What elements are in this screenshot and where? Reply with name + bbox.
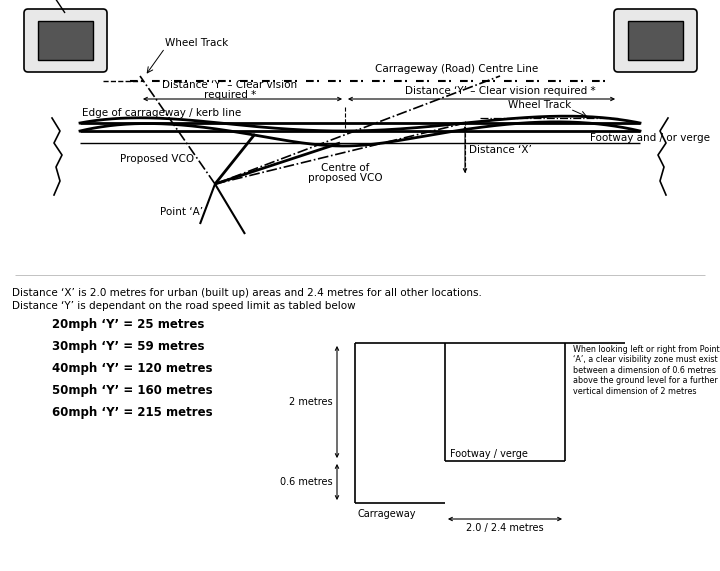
FancyBboxPatch shape bbox=[24, 9, 107, 72]
Text: Distance ‘Y’ is dependant on the road speed limit as tabled below: Distance ‘Y’ is dependant on the road sp… bbox=[12, 301, 356, 311]
Text: Carrageway: Carrageway bbox=[357, 509, 415, 519]
Text: Distance ‘X’ is 2.0 metres for urban (built up) areas and 2.4 metres for all oth: Distance ‘X’ is 2.0 metres for urban (bu… bbox=[12, 288, 482, 298]
FancyBboxPatch shape bbox=[614, 9, 697, 72]
Bar bbox=[38, 21, 93, 60]
Text: Centre of: Centre of bbox=[321, 163, 369, 173]
Text: Distance ‘Y’ – Clear vision: Distance ‘Y’ – Clear vision bbox=[163, 80, 297, 90]
Text: Footway and / or verge: Footway and / or verge bbox=[590, 133, 710, 143]
Text: 2.0 / 2.4 metres: 2.0 / 2.4 metres bbox=[466, 523, 544, 533]
Text: Wheel Track: Wheel Track bbox=[508, 100, 571, 110]
Text: 40mph ‘Y’ = 120 metres: 40mph ‘Y’ = 120 metres bbox=[52, 362, 212, 375]
Text: 20mph ‘Y’ = 25 metres: 20mph ‘Y’ = 25 metres bbox=[52, 318, 204, 331]
Text: Wheel Track: Wheel Track bbox=[165, 38, 228, 48]
Text: Footway / verge: Footway / verge bbox=[450, 449, 528, 459]
Text: 60mph ‘Y’ = 215 metres: 60mph ‘Y’ = 215 metres bbox=[52, 406, 212, 419]
Text: required *: required * bbox=[204, 90, 256, 100]
Text: Point ‘A’: Point ‘A’ bbox=[160, 207, 203, 217]
Text: When looking left or right from Point
‘A’, a clear visibility zone must exist
be: When looking left or right from Point ‘A… bbox=[573, 345, 719, 396]
Text: 2 metres: 2 metres bbox=[289, 397, 333, 407]
Text: proposed VCO: proposed VCO bbox=[307, 173, 382, 183]
Bar bbox=[628, 21, 683, 60]
Text: 30mph ‘Y’ = 59 metres: 30mph ‘Y’ = 59 metres bbox=[52, 340, 204, 353]
Text: 0.6 metres: 0.6 metres bbox=[280, 477, 333, 487]
Text: Carrageway (Road) Centre Line: Carrageway (Road) Centre Line bbox=[375, 64, 539, 74]
Text: 50mph ‘Y’ = 160 metres: 50mph ‘Y’ = 160 metres bbox=[52, 384, 212, 397]
Text: Edge of carrageway / kerb line: Edge of carrageway / kerb line bbox=[82, 108, 241, 118]
Text: Distance ‘Y’ – Clear vision required *: Distance ‘Y’ – Clear vision required * bbox=[405, 86, 595, 96]
Text: Distance ‘X’: Distance ‘X’ bbox=[469, 145, 532, 155]
Text: Proposed VCO: Proposed VCO bbox=[120, 154, 194, 164]
